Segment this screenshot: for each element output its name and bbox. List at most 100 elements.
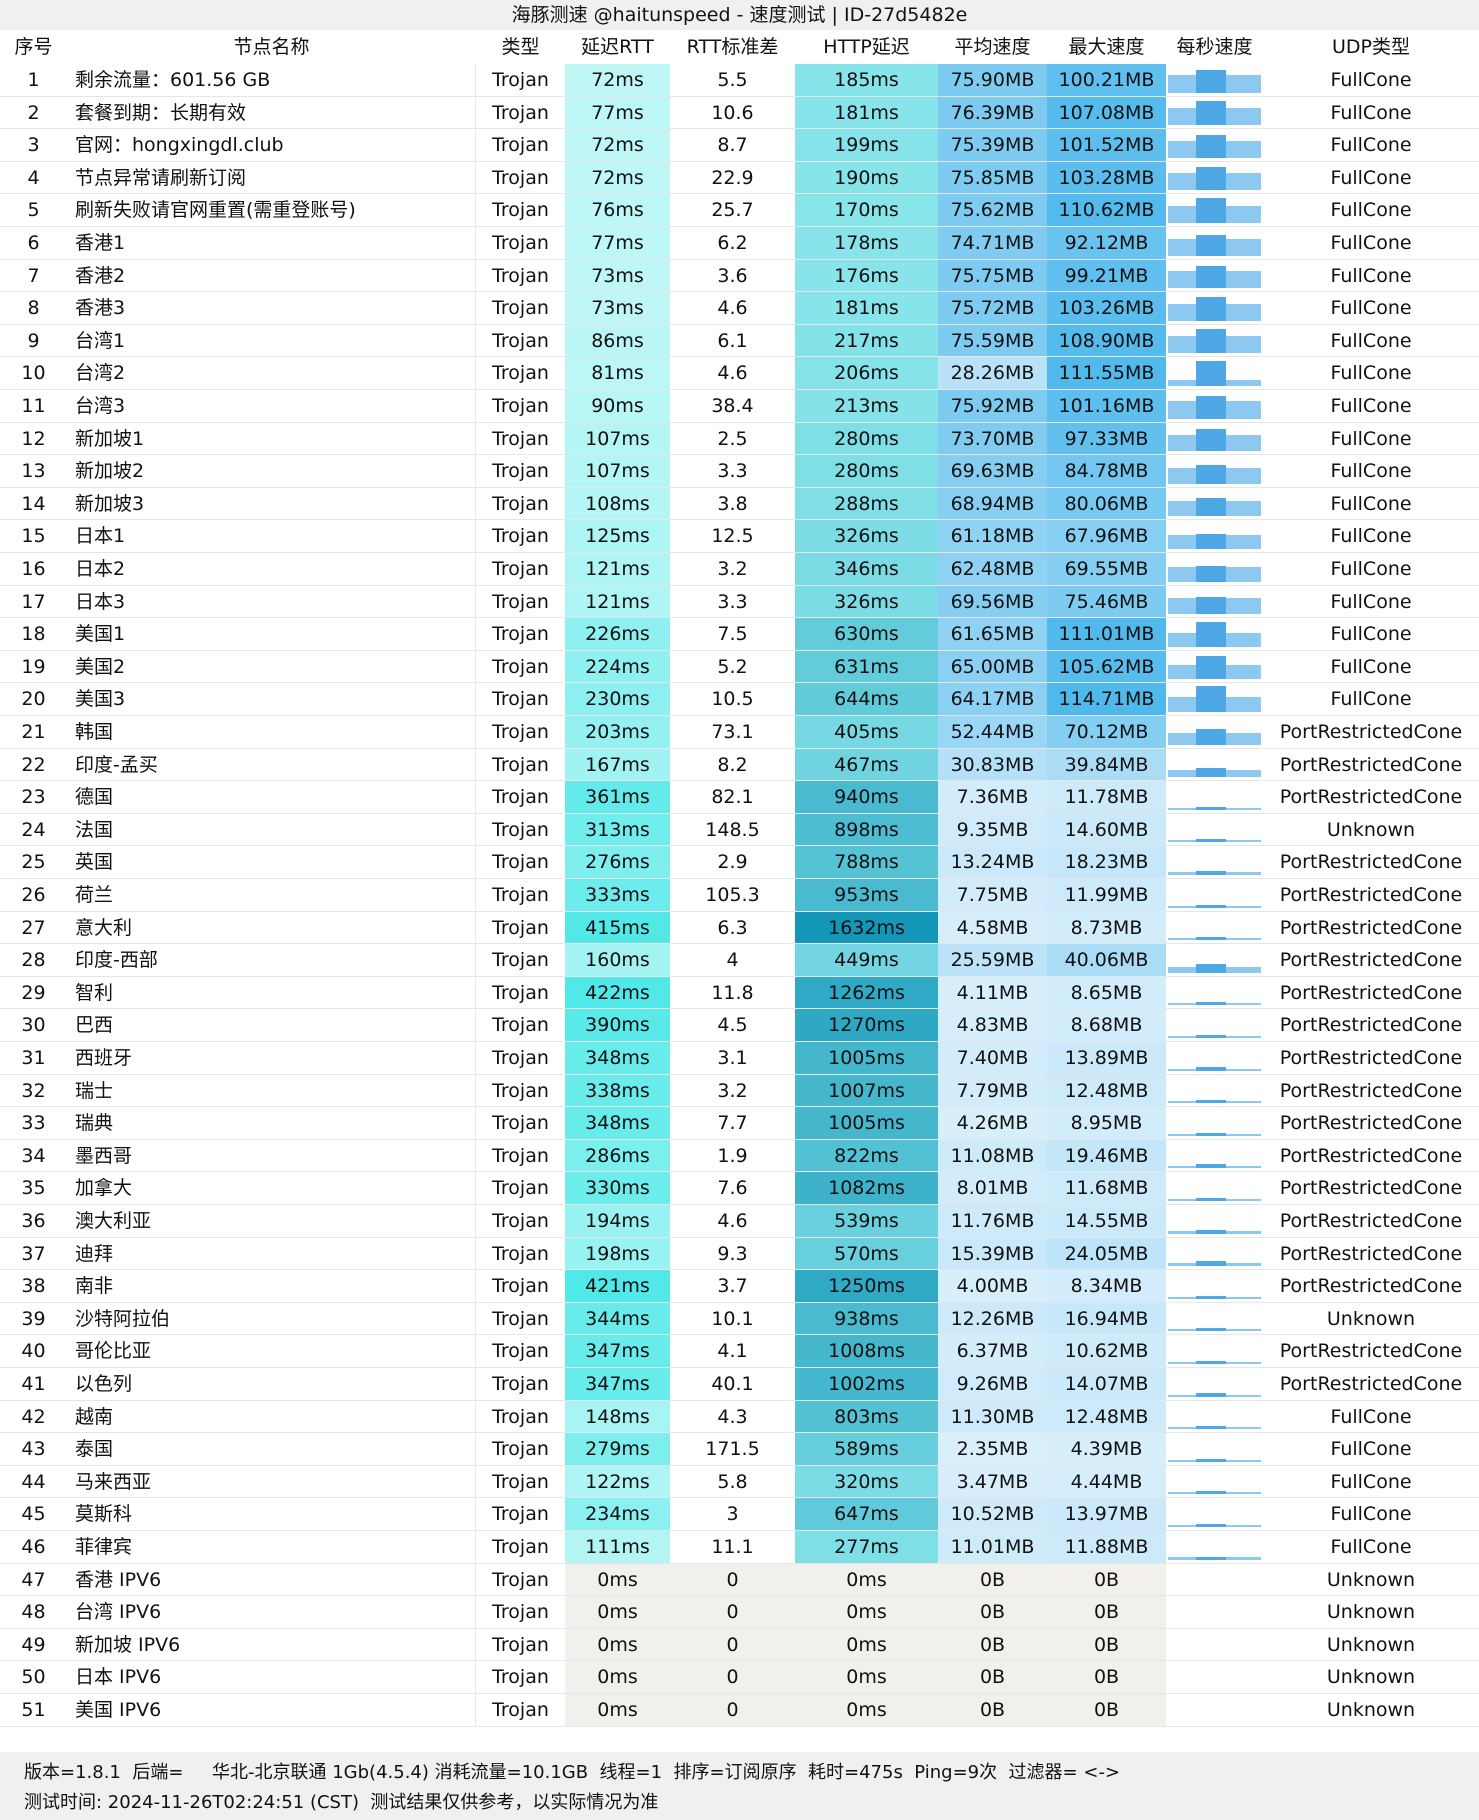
node-name: 西班牙: [67, 1042, 476, 1075]
node-name: 香港1: [67, 227, 476, 260]
node-type: Trojan: [476, 912, 565, 945]
row-index: 47: [0, 1564, 67, 1597]
http-latency: 570ms: [795, 1237, 938, 1271]
node-type: Trojan: [476, 260, 565, 293]
speed-sparkline: [1166, 1303, 1263, 1336]
speed-sparkline: [1166, 1335, 1263, 1368]
node-name: 新加坡1: [67, 422, 476, 456]
sparkline-peak: [1196, 100, 1226, 126]
avg-speed: 7.79MB: [938, 1074, 1047, 1108]
rtt: 72ms: [565, 129, 670, 162]
node-name: 套餐到期：长期有效: [67, 96, 476, 130]
node-type: Trojan: [476, 1564, 565, 1597]
avg-speed: 76.39MB: [938, 96, 1047, 130]
speed-sparkline: [1166, 879, 1263, 912]
sparkline-peak: [1196, 1260, 1226, 1267]
node-type: Trojan: [476, 1629, 565, 1662]
rtt: 121ms: [565, 585, 670, 619]
http-latency: 589ms: [795, 1433, 938, 1466]
row-index: 38: [0, 1270, 67, 1303]
http-latency: 185ms: [795, 64, 938, 97]
http-latency: 1005ms: [795, 1042, 938, 1075]
node-type: Trojan: [476, 1303, 565, 1336]
max-speed: 39.84MB: [1047, 748, 1166, 782]
column-header: UDP类型: [1332, 36, 1410, 58]
max-speed: 114.71MB: [1047, 683, 1166, 716]
node-type: Trojan: [476, 488, 565, 521]
footer-time: 测试时间: 2024-11-26T02:24:51 (CST) 测试结果仅供参考…: [24, 1792, 659, 1813]
node-name: 迪拜: [67, 1237, 476, 1271]
sparkline-peak: [1196, 533, 1226, 549]
avg-speed: 75.72MB: [938, 292, 1047, 325]
node-name: 巴西: [67, 1009, 476, 1042]
sparkline-peak: [1196, 1132, 1226, 1136]
rtt-stdev: 7.7: [670, 1107, 795, 1140]
node-type: Trojan: [476, 1661, 565, 1694]
sparkline-peak: [1196, 806, 1226, 810]
sparkline-peak: [1196, 1523, 1226, 1527]
rtt: 76ms: [565, 194, 670, 227]
rtt-stdev: 5.2: [670, 651, 795, 684]
node-name: 意大利: [67, 911, 476, 945]
node-type: Trojan: [476, 520, 565, 553]
node-type: Trojan: [476, 1042, 565, 1075]
max-speed: 107.08MB: [1047, 96, 1166, 130]
sparkline-peak: [1196, 1067, 1226, 1071]
avg-speed: 0B: [938, 1563, 1047, 1597]
speed-sparkline: [1166, 1009, 1263, 1042]
speed-sparkline: [1166, 1629, 1263, 1662]
node-name: 香港3: [67, 292, 476, 325]
rtt-stdev: 4: [670, 944, 795, 977]
http-latency: 199ms: [795, 129, 938, 162]
udp-type: FullCone: [1263, 1531, 1479, 1564]
node-type: Trojan: [476, 1531, 565, 1564]
rtt: 348ms: [565, 1107, 670, 1140]
rtt-stdev: 3: [670, 1498, 795, 1531]
speed-sparkline: [1166, 97, 1263, 130]
udp-type: FullCone: [1263, 64, 1479, 97]
avg-speed: 3.47MB: [938, 1465, 1047, 1499]
node-name: 台湾2: [67, 357, 476, 390]
http-latency: 647ms: [795, 1498, 938, 1531]
node-name: 澳大利亚: [67, 1205, 476, 1238]
node-name: 剩余流量：601.56 GB: [67, 64, 476, 97]
speed-sparkline: [1166, 683, 1263, 716]
node-name: 以色列: [67, 1368, 476, 1401]
sparkline-peak: [1196, 360, 1226, 386]
max-speed: 69.55MB: [1047, 553, 1166, 586]
row-index: 35: [0, 1172, 67, 1205]
speed-sparkline: [1166, 1075, 1263, 1108]
speed-sparkline: [1166, 1596, 1263, 1629]
rtt: 86ms: [565, 324, 670, 358]
avg-speed: 69.56MB: [938, 585, 1047, 619]
rtt: 77ms: [565, 227, 670, 260]
max-speed: 0B: [1047, 1694, 1166, 1727]
rtt: 330ms: [565, 1172, 670, 1205]
row-index: 16: [0, 553, 67, 586]
node-name: 台湾3: [67, 390, 476, 423]
rtt-stdev: 3.7: [670, 1270, 795, 1303]
node-type: Trojan: [476, 944, 565, 977]
rtt: 0ms: [565, 1563, 670, 1597]
speed-sparkline: [1166, 325, 1263, 358]
row-index: 43: [0, 1433, 67, 1466]
speed-sparkline: [1166, 455, 1263, 488]
max-speed: 105.62MB: [1047, 650, 1166, 684]
node-type: Trojan: [476, 1498, 565, 1531]
udp-type: FullCone: [1263, 325, 1479, 358]
udp-type: PortRestrictedCone: [1263, 912, 1479, 945]
rtt-stdev: 73.1: [670, 716, 795, 749]
row-index: 10: [0, 357, 67, 390]
speed-sparkline: [1166, 1564, 1263, 1597]
speed-sparkline: [1166, 390, 1263, 423]
node-name: 新加坡 IPV6: [67, 1628, 476, 1662]
column-header: 平均速度: [954, 36, 1031, 58]
node-type: Trojan: [476, 846, 565, 879]
sparkline-peak: [1196, 686, 1226, 712]
speed-sparkline: [1166, 618, 1263, 651]
rtt: 226ms: [565, 618, 670, 651]
http-latency: 449ms: [795, 944, 938, 977]
footer: 版本=1.8.1 后端= 华北-北京联通 1Gb(4.5.4) 消耗流量=10.…: [0, 1752, 1479, 1820]
speed-sparkline: [1166, 1140, 1263, 1173]
http-latency: 788ms: [795, 846, 938, 879]
